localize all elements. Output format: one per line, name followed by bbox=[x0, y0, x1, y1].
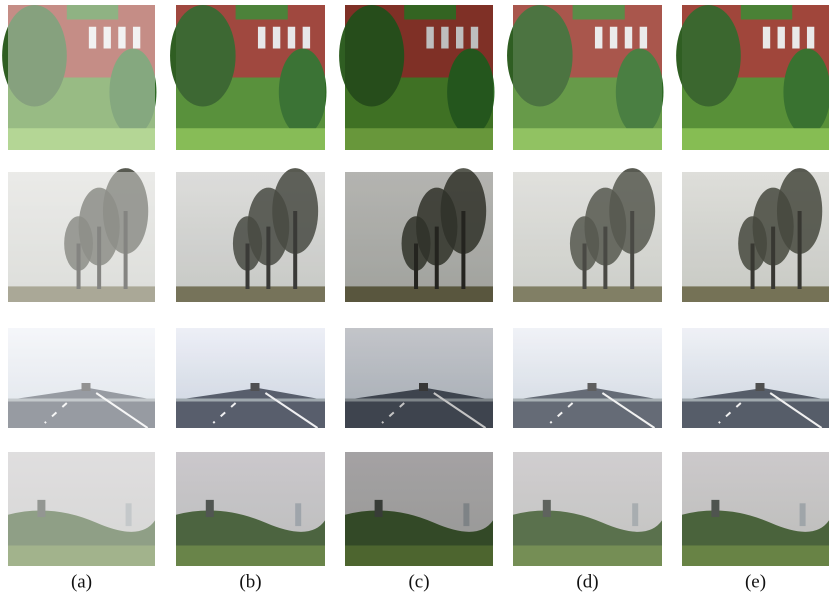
tone bbox=[8, 172, 155, 302]
image bbox=[339, 5, 494, 150]
image bbox=[345, 168, 493, 302]
panel-label: (d) bbox=[576, 571, 598, 592]
image bbox=[176, 452, 325, 566]
tone bbox=[345, 5, 493, 150]
panel-label: (e) bbox=[745, 571, 766, 592]
tone bbox=[8, 5, 155, 150]
tone bbox=[682, 328, 829, 428]
panel-label: (a) bbox=[71, 571, 92, 592]
image bbox=[176, 168, 325, 302]
image bbox=[176, 328, 325, 428]
figure: (a) (b) (c) (d) (e) bbox=[0, 0, 829, 596]
tone bbox=[513, 452, 662, 566]
tone bbox=[682, 452, 829, 566]
tone bbox=[345, 328, 493, 428]
tone bbox=[176, 5, 325, 150]
image bbox=[513, 328, 662, 428]
image bbox=[8, 168, 155, 302]
image bbox=[345, 452, 493, 566]
tone bbox=[345, 172, 493, 302]
image bbox=[507, 5, 663, 150]
tone bbox=[176, 328, 325, 428]
image bbox=[8, 328, 155, 428]
image bbox=[8, 452, 155, 566]
image bbox=[513, 168, 662, 302]
panel-label: (c) bbox=[408, 571, 429, 592]
panel-label: (b) bbox=[239, 571, 261, 592]
image bbox=[513, 452, 662, 566]
image bbox=[682, 328, 829, 428]
tone bbox=[513, 172, 662, 302]
image bbox=[682, 168, 829, 302]
image bbox=[170, 5, 326, 150]
tone bbox=[345, 452, 493, 566]
tone bbox=[513, 328, 662, 428]
tone bbox=[682, 5, 829, 150]
image bbox=[345, 328, 493, 428]
image bbox=[682, 452, 829, 566]
tone bbox=[176, 452, 325, 566]
tone bbox=[8, 452, 155, 566]
image bbox=[2, 5, 156, 150]
tone bbox=[176, 172, 325, 302]
tone bbox=[513, 5, 662, 150]
page: (a)(b)(c)(d)(e) (() => { const data = JS… bbox=[0, 0, 829, 596]
tone bbox=[8, 328, 155, 428]
tone bbox=[682, 172, 829, 302]
image bbox=[676, 5, 829, 150]
